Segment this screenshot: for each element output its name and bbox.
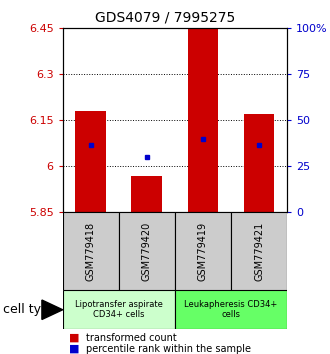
Bar [119,212,175,290]
Text: GDS4079 / 7995275: GDS4079 / 7995275 [95,11,235,25]
Text: ■: ■ [69,344,80,354]
Text: Lipotransfer aspirate
CD34+ cells: Lipotransfer aspirate CD34+ cells [75,300,163,319]
Bar [75,111,106,212]
Bar [175,212,231,290]
Bar [244,114,275,212]
Bar [131,176,162,212]
Text: percentile rank within the sample: percentile rank within the sample [86,344,251,354]
Text: GSM779420: GSM779420 [142,222,152,281]
Text: GSM779418: GSM779418 [86,222,96,281]
Polygon shape [42,300,63,319]
Bar [175,290,287,329]
Text: transformed count: transformed count [86,333,177,343]
Text: GSM779421: GSM779421 [254,222,264,281]
Text: ■: ■ [69,333,80,343]
Text: GSM779419: GSM779419 [198,222,208,281]
Text: Leukapheresis CD34+
cells: Leukapheresis CD34+ cells [184,300,278,319]
Bar [63,290,175,329]
Bar [63,212,119,290]
Text: cell type: cell type [3,303,57,316]
Bar [231,212,287,290]
Bar [187,22,218,212]
